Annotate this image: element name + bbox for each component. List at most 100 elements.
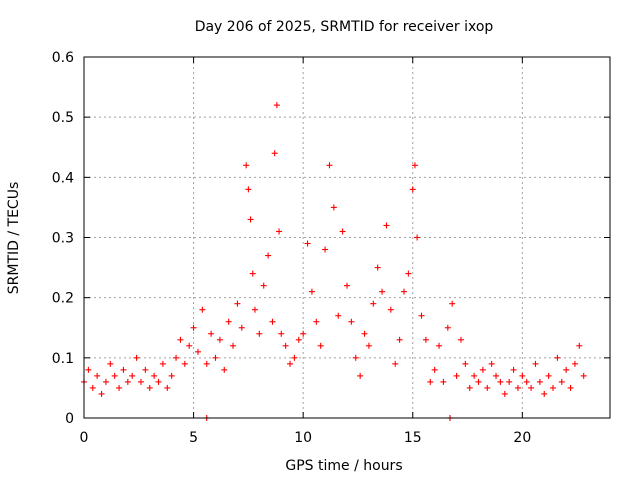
data-point	[278, 330, 285, 337]
data-point	[190, 324, 197, 331]
data-point	[276, 228, 283, 235]
data-point	[269, 318, 276, 325]
data-point	[475, 378, 482, 385]
data-point	[335, 312, 342, 319]
data-point	[173, 354, 180, 361]
data-point	[256, 330, 263, 337]
data-point	[243, 162, 250, 169]
data-point	[523, 378, 530, 385]
data-point	[471, 372, 478, 379]
data-point	[580, 372, 587, 379]
data-point	[260, 282, 267, 289]
data-point	[295, 336, 302, 343]
data-point	[94, 372, 101, 379]
data-point	[194, 348, 201, 355]
data-point	[532, 360, 539, 367]
chart-title: Day 206 of 2025, SRMTID for receiver ixo…	[195, 19, 494, 35]
data-point	[352, 354, 359, 361]
data-point	[317, 342, 324, 349]
data-point	[159, 360, 166, 367]
data-point	[488, 360, 495, 367]
data-point	[357, 372, 364, 379]
data-points	[81, 102, 587, 421]
data-point	[422, 336, 429, 343]
data-point	[212, 354, 219, 361]
data-point	[449, 300, 456, 307]
data-point	[203, 360, 210, 367]
data-point	[326, 162, 333, 169]
data-point	[479, 366, 486, 373]
data-point	[466, 384, 473, 391]
y-tick-label: 0.6	[52, 50, 74, 66]
data-point	[567, 384, 574, 391]
data-point	[379, 288, 386, 295]
data-point	[199, 306, 206, 313]
data-point	[427, 378, 434, 385]
data-point	[400, 288, 407, 295]
data-point	[330, 204, 337, 211]
data-point	[186, 342, 193, 349]
data-point	[245, 186, 252, 193]
data-point	[493, 372, 500, 379]
data-point	[453, 372, 460, 379]
data-point	[545, 372, 552, 379]
x-tick-label: 15	[404, 430, 422, 446]
data-point	[541, 390, 548, 397]
data-point	[282, 342, 289, 349]
data-point	[344, 282, 350, 289]
y-tick-label: 0.1	[52, 351, 74, 367]
data-point	[506, 378, 513, 385]
data-point	[304, 240, 311, 247]
data-point	[348, 318, 355, 325]
data-point	[365, 342, 372, 349]
x-tick-label: 20	[513, 430, 531, 446]
data-point	[361, 330, 368, 337]
data-point	[124, 378, 131, 385]
data-point	[291, 354, 298, 361]
y-tick-label: 0.5	[52, 110, 74, 126]
data-point	[273, 102, 280, 109]
data-point	[177, 336, 184, 343]
data-point	[247, 216, 254, 223]
data-point	[392, 360, 399, 367]
x-tick-label: 10	[294, 430, 312, 446]
grid-lines	[84, 57, 610, 418]
data-point	[571, 360, 578, 367]
data-point	[129, 372, 136, 379]
y-tick-label: 0	[65, 411, 74, 427]
data-point	[405, 270, 412, 277]
data-point	[409, 186, 416, 193]
data-point	[383, 222, 390, 229]
data-point	[519, 372, 526, 379]
y-tick-label: 0.2	[52, 291, 74, 307]
data-point	[120, 366, 127, 373]
data-point	[85, 366, 92, 373]
data-point	[554, 354, 561, 361]
x-tick-label: 0	[80, 430, 89, 446]
data-point	[501, 390, 508, 397]
data-point	[411, 162, 418, 169]
data-point	[510, 366, 517, 373]
data-point	[387, 306, 394, 313]
data-point	[457, 336, 464, 343]
data-point	[168, 372, 175, 379]
data-point	[536, 378, 543, 385]
y-tick-label: 0.3	[52, 231, 74, 247]
data-point	[151, 372, 158, 379]
data-point	[265, 252, 272, 259]
data-point	[146, 384, 153, 391]
data-point	[225, 318, 232, 325]
data-point	[418, 312, 425, 319]
data-point	[89, 384, 96, 391]
data-point	[484, 384, 491, 391]
data-point	[414, 234, 421, 241]
data-point	[164, 384, 171, 391]
data-point	[440, 378, 447, 385]
data-point	[313, 318, 320, 325]
data-point	[133, 354, 140, 361]
data-point	[116, 384, 123, 391]
data-point	[137, 378, 144, 385]
data-point	[370, 300, 377, 307]
data-point	[436, 342, 443, 349]
